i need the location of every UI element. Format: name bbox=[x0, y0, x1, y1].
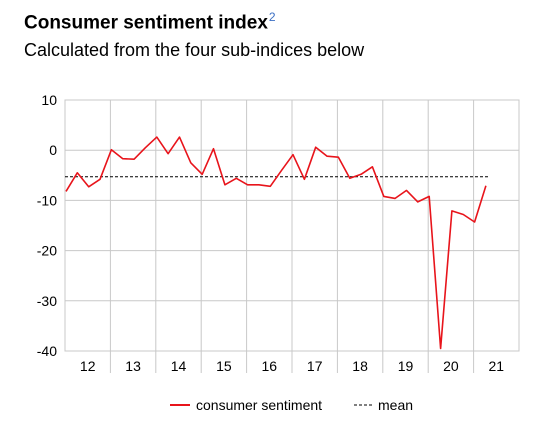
x-tick-label: 15 bbox=[216, 358, 232, 374]
consumer-sentiment-line bbox=[65, 136, 487, 350]
title-footnote[interactable]: 2 bbox=[268, 10, 276, 24]
x-axis-ticks: 12 13 14 15 16 17 18 19 20 21 bbox=[80, 358, 504, 374]
x-tick-label: 14 bbox=[171, 358, 187, 374]
chart-series bbox=[65, 136, 488, 350]
chart-subtitle: Calculated from the four sub-indices bel… bbox=[24, 40, 365, 60]
chart-legend: consumer sentiment mean bbox=[170, 397, 413, 413]
y-tick-label: -10 bbox=[37, 192, 57, 208]
y-tick-label: 0 bbox=[49, 142, 57, 158]
y-tick-label: 10 bbox=[41, 92, 57, 108]
x-tick-label: 13 bbox=[125, 358, 141, 374]
chart-grid bbox=[64, 99, 520, 373]
y-tick-label: -40 bbox=[37, 343, 57, 359]
x-tick-label: 21 bbox=[489, 358, 505, 374]
x-tick-label: 16 bbox=[262, 358, 278, 374]
x-tick-label: 17 bbox=[307, 358, 323, 374]
x-tick-label: 19 bbox=[398, 358, 414, 374]
chart-title: Consumer sentiment index2 bbox=[24, 10, 276, 34]
legend-label-mean: mean bbox=[378, 397, 413, 413]
x-tick-label: 20 bbox=[443, 358, 459, 374]
x-tick-label: 12 bbox=[80, 358, 96, 374]
y-tick-label: -20 bbox=[37, 243, 57, 259]
y-tick-label: -30 bbox=[37, 293, 57, 309]
y-axis-ticks: 10 0 -10 -20 -30 -40 bbox=[37, 92, 57, 359]
legend-label-consumer-sentiment: consumer sentiment bbox=[196, 397, 322, 413]
x-tick-label: 18 bbox=[352, 358, 368, 374]
